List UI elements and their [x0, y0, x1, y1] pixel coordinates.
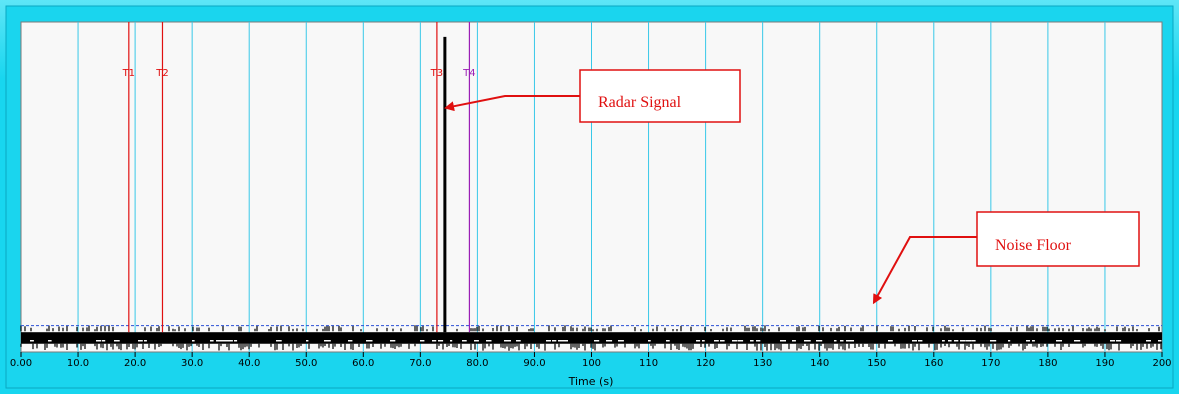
x-axis-label: Time (s): [568, 375, 614, 388]
x-axis-ticks: 0.00 10.0 20.0 30.0 40.0 50.0 60.0 70.0 80.0 90.0…: [10, 352, 1172, 369]
annotation-arrow: [444, 95, 580, 112]
x-tick-label: 60.0: [352, 358, 374, 369]
noise-spikes-bottom: [20, 343, 1162, 351]
annotation-box: [579, 69, 741, 123]
x-tick-label: 40.0: [238, 358, 260, 369]
x-tick-label: 170: [981, 358, 1000, 369]
x-tick-label: 160: [924, 358, 943, 369]
annotation-label: Noise Floor: [995, 237, 1072, 254]
cursor-markers: T1 T2 T3 T4: [122, 22, 476, 333]
x-tick-label: 120: [696, 358, 715, 369]
x-tick-label: 20.0: [124, 358, 146, 369]
annotation-label: Radar Signal: [598, 94, 682, 111]
grid-lines: [77, 22, 1106, 352]
noise-band-fill: [21, 332, 1162, 344]
annotations: Radar Signal Noise Floor: [444, 69, 1140, 305]
marker-label-t2: T2: [155, 68, 168, 79]
x-tick-label: 200: [1152, 358, 1171, 369]
x-tick-label: 150: [867, 358, 886, 369]
x-tick-label: 70.0: [409, 358, 431, 369]
annotation-arrow: [872, 236, 977, 305]
x-tick-label: 190: [1095, 358, 1114, 369]
x-tick-label: 140: [810, 358, 829, 369]
x-tick-label: 0.00: [10, 358, 32, 369]
annotation-box: [976, 211, 1140, 267]
x-tick-label: 50.0: [295, 358, 317, 369]
marker-label-t4: T4: [462, 68, 475, 79]
noise-band: [20, 325, 1162, 351]
marker-label-t3: T3: [430, 68, 443, 79]
x-tick-label: 10.0: [67, 358, 89, 369]
x-tick-label: 130: [753, 358, 772, 369]
noise-spikes-top: [20, 325, 1160, 332]
x-tick-label: 110: [639, 358, 658, 369]
marker-label-t1: T1: [122, 68, 135, 79]
x-tick-label: 80.0: [466, 358, 488, 369]
x-tick-label: 180: [1038, 358, 1057, 369]
x-tick-label: 30.0: [181, 358, 203, 369]
x-tick-label: 90.0: [523, 358, 545, 369]
x-tick-label: 100: [582, 358, 601, 369]
